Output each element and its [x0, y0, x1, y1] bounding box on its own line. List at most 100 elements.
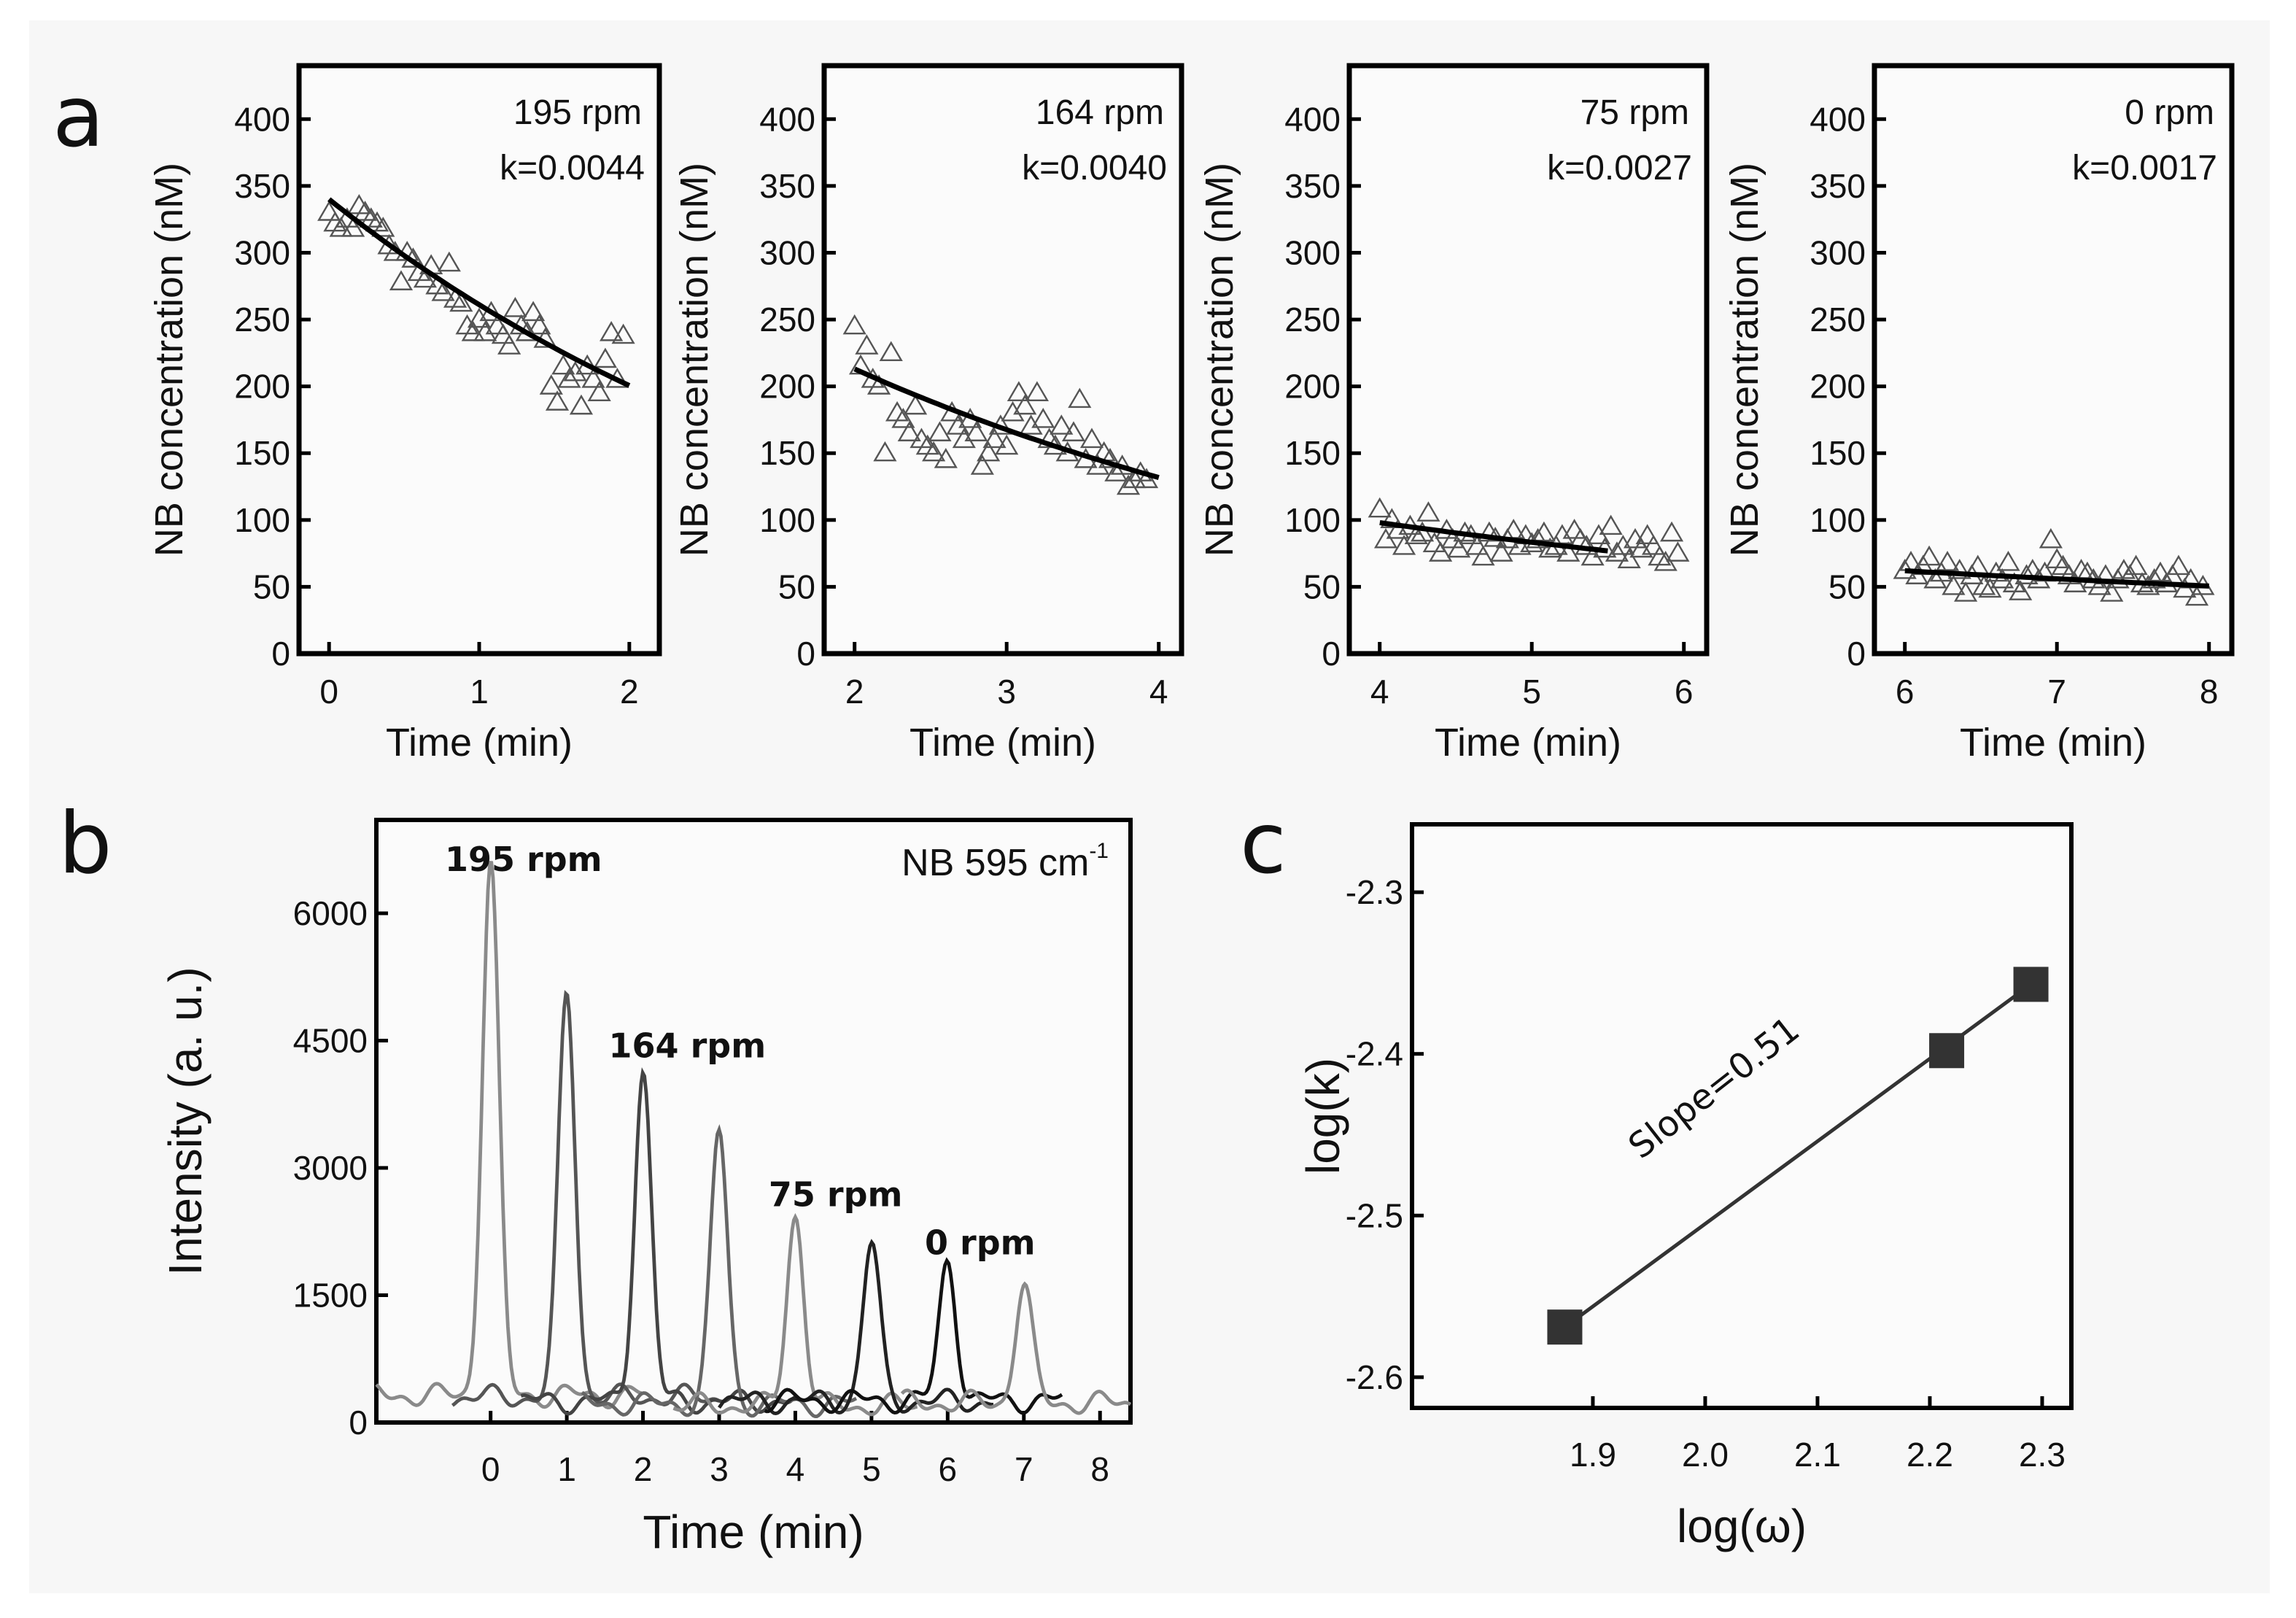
data-point-triangle	[1410, 521, 1435, 542]
y-tick-label: 0	[349, 1404, 368, 1441]
y-tick-label: 3000	[293, 1149, 368, 1187]
x-tick-label: 1.9	[1570, 1436, 1616, 1474]
data-point-triangle	[2063, 572, 2087, 592]
data-point-triangle	[897, 421, 921, 441]
y-tick-label: 4500	[293, 1021, 368, 1059]
data-point-triangle	[2142, 568, 2166, 589]
y-axis-label: NB concentration (nM)	[147, 163, 191, 557]
y-axis-label: NB concentration (nM)	[672, 163, 716, 557]
y-tick-label: 200	[759, 368, 815, 406]
y-tick-label: 150	[234, 434, 290, 472]
data-point-triangle	[995, 434, 1019, 455]
data-point-triangle	[982, 427, 1007, 449]
y-tick-label: 150	[1810, 434, 1866, 472]
data-point-triangle	[1935, 551, 1960, 571]
data-point-triangle	[485, 314, 509, 335]
data-point-triangle	[2009, 580, 2033, 600]
data-point-triangle	[581, 368, 605, 388]
x-tick-label: 2.1	[1794, 1436, 1841, 1474]
intensity-trace-7	[900, 1281, 1132, 1415]
chart-b: 0 1 2 3 4 5 6 7 8 0 1500 3000 4500 6000 Time (min) Inte…	[159, 818, 1133, 1558]
x-tick-label: 2.0	[1682, 1436, 1729, 1474]
chart-a2: 2 3 4 0 50 100 150 200 250 300 350 400 Time (min) NB …	[672, 63, 1184, 765]
data-point-triangle	[1532, 521, 1556, 542]
data-point-triangle	[1617, 548, 1641, 568]
data-point-triangle	[922, 441, 946, 462]
data-point-triangle	[1538, 537, 1562, 558]
data-point-triangle	[2124, 554, 2148, 576]
data-point-triangle	[1061, 421, 1086, 441]
data-point-triangle	[563, 360, 587, 382]
data-point-triangle	[1429, 541, 1453, 562]
data-point-triangle	[1465, 535, 1489, 555]
data-point-triangle	[359, 207, 383, 228]
chart-a4: 6 7 8 0 50 100 150 200 250 300 350 400 Time (min) NB …	[1723, 63, 2235, 765]
y-tick-label: 100	[1810, 501, 1866, 539]
x-tick-label: 2.2	[1907, 1436, 1953, 1474]
data-point-triangle	[1526, 527, 1550, 549]
y-tick-label: 400	[759, 100, 815, 138]
intensity-trace-1	[451, 989, 721, 1408]
panel-letter-a: a	[53, 68, 104, 166]
wavenumber-annotation: NB 595 cm-1	[901, 839, 1109, 884]
data-point-triangle	[449, 291, 473, 312]
y-tick-label: 1500	[293, 1276, 368, 1314]
rate-constant-annotation: k=0.0017	[2072, 149, 2217, 187]
y-axis-label: log(k)	[1297, 1058, 1349, 1174]
rpm-annotation: 0 rpm	[2125, 93, 2214, 132]
data-point-triangle	[521, 301, 546, 322]
data-point-square	[1929, 1033, 1965, 1069]
x-tick-label: 5	[862, 1450, 881, 1488]
data-point-triangle	[431, 281, 455, 301]
fit-curve	[1904, 568, 2209, 589]
rpm-annotation: 164 rpm	[1036, 93, 1164, 132]
data-point-triangle	[866, 374, 891, 395]
y-tick-label: -2.3	[1346, 873, 1403, 911]
data-point-triangle	[1031, 408, 1055, 428]
data-point-triangle	[1122, 468, 1147, 489]
data-point-triangle	[879, 341, 903, 362]
data-point-triangle	[1947, 559, 1971, 579]
data-point-triangle	[1575, 535, 1599, 555]
y-tick-label: 200	[1810, 368, 1866, 406]
data-point-triangle	[1917, 545, 1942, 566]
data-point-triangle	[2051, 554, 2075, 576]
data-point-triangle	[1380, 508, 1404, 529]
data-point-triangle	[1440, 527, 1465, 549]
x-tick-label: 1	[470, 673, 489, 711]
rpm-annotation: 195 rpm	[513, 93, 642, 132]
x-axis-label: Time (min)	[1435, 721, 1621, 765]
data-point-triangle	[946, 414, 970, 435]
y-tick-label: 150	[1284, 434, 1341, 472]
data-point-triangle	[1086, 454, 1110, 475]
data-point-triangle	[365, 211, 389, 232]
data-point-triangle	[873, 441, 897, 462]
rpm-label: 0 rpm	[925, 1223, 1036, 1263]
plot-frame	[1410, 822, 2074, 1410]
data-point-triangle	[539, 374, 563, 395]
x-tick-label: 1	[557, 1450, 576, 1488]
data-point-triangle	[545, 390, 570, 411]
data-point-triangle	[389, 270, 414, 290]
data-point-triangle	[1556, 541, 1581, 562]
y-tick-label: 300	[234, 233, 290, 271]
data-point-triangle	[2184, 585, 2209, 606]
y-tick-label: 350	[1810, 167, 1866, 205]
x-tick-label: 4	[1149, 673, 1168, 711]
y-tick-label: 0	[796, 635, 815, 673]
y-tick-label: 50	[1303, 568, 1341, 605]
y-tick-label: 400	[1284, 100, 1341, 138]
y-tick-label: 250	[234, 301, 290, 338]
y-tick-label: 0	[1322, 635, 1341, 673]
rate-constant-annotation: k=0.0027	[1547, 149, 1692, 187]
data-point-triangle	[1104, 461, 1128, 481]
x-axis-label: log(ω)	[1677, 1500, 1807, 1552]
y-tick-label: 0	[271, 635, 290, 673]
data-point-triangle	[1923, 568, 1947, 589]
x-tick-label: 2	[634, 1450, 653, 1488]
fit-curve	[1379, 519, 1608, 554]
x-tick-label: 2.3	[2019, 1436, 2066, 1474]
chart-a1: 0 1 2 0 50 100 150 200 250 300 350 400 Time (min) NB …	[147, 63, 662, 765]
